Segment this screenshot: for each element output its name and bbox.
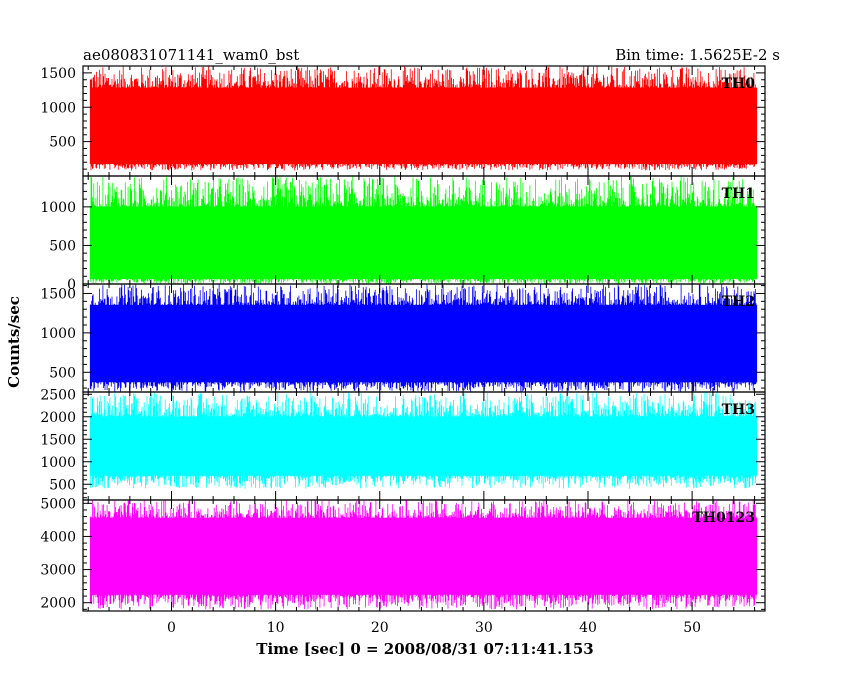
y-tick-label: 500 <box>49 135 76 151</box>
x-tick-label: 40 <box>579 620 597 636</box>
y-tick-label: 1000 <box>40 326 76 342</box>
chart-title: ae080831071141_wam0_bst <box>83 46 299 64</box>
y-tick-label: 1500 <box>40 66 76 82</box>
trace-th3 <box>89 392 758 489</box>
trace-th1 <box>89 176 758 284</box>
panel-frame <box>82 499 766 612</box>
y-tick-label: 500 <box>49 477 76 493</box>
x-tick-label: 0 <box>167 620 176 636</box>
x-tick-label: 10 <box>267 620 285 636</box>
y-tick-label: 4000 <box>40 529 76 545</box>
panel-th0123: 2000 3000 4000 5000 TH0123 <box>40 496 766 612</box>
y-tick-label: 1000 <box>40 200 76 216</box>
y-tick-label: 3000 <box>40 563 76 579</box>
x-axis-label: Time [sec] 0 = 2008/08/31 07:11:41.153 <box>256 640 593 658</box>
channel-label-th2: TH2 <box>722 294 755 310</box>
y-tick-label: 1500 <box>40 286 76 302</box>
channel-label-th0123: TH0123 <box>692 510 755 526</box>
x-tick-label: 20 <box>371 620 389 636</box>
y-tick-label: 500 <box>49 238 76 254</box>
channel-label-th0: TH0 <box>722 76 756 92</box>
panel-th1: 0 500 1000 TH1 <box>40 175 766 293</box>
y-tick-label: 2000 <box>40 596 76 612</box>
channel-label-th3: TH3 <box>722 402 755 418</box>
y-tick-label: 500 <box>49 365 76 381</box>
y-tick-label: 0 <box>67 277 76 293</box>
y-tick-label: 5000 <box>40 496 76 512</box>
trace-th0 <box>89 66 758 171</box>
trace-th2 <box>89 284 758 392</box>
x-tick-label: 50 <box>683 620 701 636</box>
y-tick-label: 1500 <box>40 432 76 448</box>
panel-th0: 500 1000 1500 TH0 <box>40 65 766 177</box>
x-tick-labels: 0 10 20 30 40 50 <box>167 620 701 636</box>
y-tick-label: 1000 <box>40 100 76 116</box>
y-tick-label: 2500 <box>40 387 76 403</box>
trace-th0123 <box>89 500 758 610</box>
panel-th2: 500 1000 1500 TH2 <box>40 283 766 393</box>
bin-time-label: Bin time: 1.5625E-2 s <box>615 46 780 64</box>
panel-th3: 500 1000 1500 2000 2500 TH3 <box>40 387 766 501</box>
channel-label-th1: TH1 <box>722 186 755 202</box>
y-tick-label: 2000 <box>40 410 76 426</box>
x-tick-label: 30 <box>475 620 493 636</box>
y-axis-label: Counts/sec <box>5 296 23 388</box>
y-tick-label: 1000 <box>40 455 76 471</box>
